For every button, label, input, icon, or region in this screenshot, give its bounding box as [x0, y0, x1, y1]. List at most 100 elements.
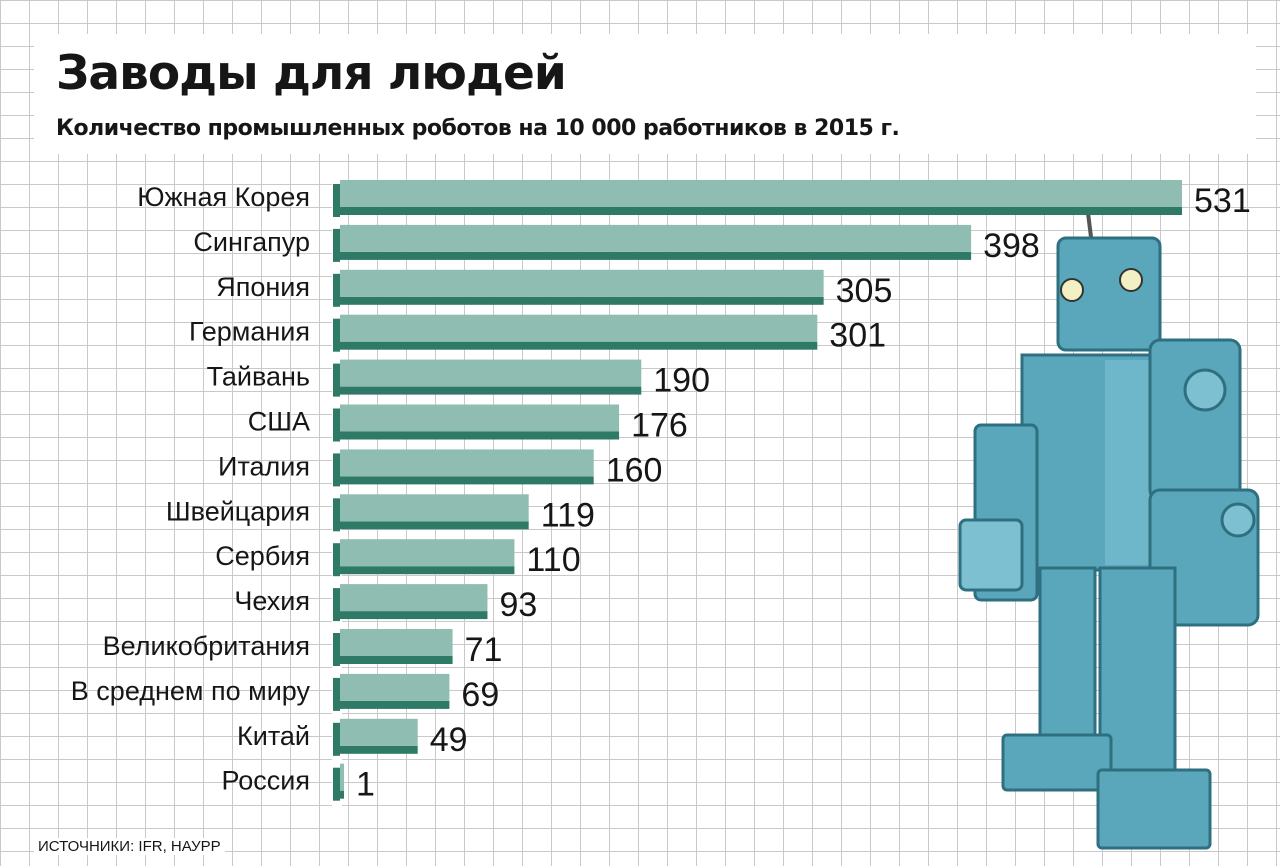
bar-shadow: [340, 251, 972, 260]
robot-head: [1056, 236, 1162, 352]
value-label: 190: [653, 362, 710, 400]
bar: [340, 763, 344, 791]
category-label: Тайвань: [207, 362, 310, 392]
value-label: 160: [606, 451, 663, 489]
bar-side: [333, 633, 340, 666]
bar-shadow: [340, 566, 515, 575]
bar-row: Тайвань 190: [207, 359, 710, 400]
robot-eye-left: [1060, 278, 1084, 302]
category-label: Сингапур: [193, 227, 310, 257]
chart-title: Заводы для людей: [56, 46, 567, 101]
bar: [340, 539, 515, 567]
bar-row: Сербия 110: [215, 539, 581, 579]
bar-side: [333, 453, 340, 487]
value-label: 93: [499, 586, 537, 624]
bar-side: [333, 588, 340, 622]
bar: [340, 314, 818, 342]
bar-side: [333, 273, 340, 307]
category-label: Италия: [218, 451, 310, 481]
bar-row: Италия 160: [218, 449, 662, 489]
category-label: Швейцария: [166, 496, 310, 526]
value-label: 49: [430, 721, 468, 759]
bar: [340, 494, 529, 522]
bar-row: В среднем по миру 69: [71, 673, 499, 714]
bar-shadow: [340, 341, 818, 350]
bar-shadow: [340, 431, 620, 440]
category-label: Великобритания: [103, 631, 310, 661]
bar: [340, 224, 972, 252]
bar: [340, 449, 594, 477]
bar: [340, 673, 450, 701]
value-label: 69: [461, 676, 499, 714]
robot-illustration: [958, 204, 1260, 850]
bar: [340, 404, 620, 432]
bar-row: Россия 1: [221, 763, 375, 804]
bar-shadow: [340, 700, 450, 709]
bar-side: [333, 228, 340, 262]
bar-shadow: [340, 386, 642, 395]
bars-group: Южная Корея 531 Сингапур 398 Япония 305 Герман…: [71, 176, 1251, 816]
robot-right-foot: [1096, 768, 1212, 850]
bar-side: [333, 408, 340, 442]
source-note: ИСТОЧНИКИ: IFR, НАУРР: [34, 838, 225, 855]
bar-row: Сингапур 398: [193, 224, 1040, 265]
bar-row: Чехия 93: [234, 584, 537, 624]
bar-side: [333, 767, 340, 801]
robot-eye-right: [1119, 268, 1143, 292]
category-label: В среднем по миру: [71, 676, 311, 706]
bar-side: [333, 677, 340, 711]
robot-shoulder-joint: [1183, 368, 1227, 412]
bar-row: Япония 305: [216, 269, 893, 310]
category-label: Чехия: [234, 586, 310, 616]
bar: [340, 629, 453, 656]
bar-side: [333, 722, 340, 756]
chart-subtitle: Количество промышленных роботов на 10 00…: [56, 116, 900, 141]
value-label: 71: [465, 631, 503, 669]
value-label: 398: [983, 227, 1040, 265]
bar-shadow: [340, 745, 418, 754]
value-label: 119: [541, 496, 595, 534]
bar: [340, 584, 488, 612]
bar-shadow: [340, 207, 1182, 215]
bar-shadow: [340, 521, 529, 530]
bar: [340, 180, 1182, 207]
robot-torso-side: [1105, 360, 1153, 565]
robot-right-arm: [1148, 338, 1242, 502]
bar: [340, 718, 418, 746]
value-label: 305: [836, 272, 893, 310]
bar-row: Китай 49: [237, 718, 468, 759]
robot-left-foot: [1001, 733, 1113, 792]
bar-row: США 176: [248, 404, 688, 445]
value-label: 110: [526, 541, 580, 579]
robot-elbow-joint: [1220, 502, 1256, 538]
bar-shadow: [340, 296, 824, 305]
bar-side: [333, 184, 340, 217]
bar-shadow: [340, 656, 453, 664]
value-label: 301: [829, 317, 886, 355]
bar-side: [333, 363, 340, 397]
bar: [340, 269, 824, 297]
robot-left-hand: [958, 518, 1024, 592]
value-label: 1: [356, 766, 375, 804]
bar-side: [333, 543, 340, 577]
bar-shadow: [340, 476, 594, 485]
robot-left-leg: [1038, 566, 1097, 745]
category-label: Южная Корея: [137, 182, 310, 212]
value-label: 531: [1194, 182, 1251, 220]
category-label: Япония: [216, 272, 310, 302]
chart-header: Заводы для людей Количество промышленных…: [34, 34, 1256, 154]
category-label: Сербия: [215, 541, 310, 571]
bar-row: Великобритания 71: [103, 629, 503, 669]
bar-shadow: [340, 790, 344, 799]
axis-strip: [332, 176, 342, 816]
bar-side: [333, 318, 340, 352]
category-label: Германия: [189, 317, 310, 347]
bar-row: Южная Корея 531: [137, 180, 1251, 220]
category-label: Китай: [237, 721, 310, 751]
bar-side: [333, 498, 340, 532]
bar-shadow: [340, 611, 488, 620]
bar-row: Швейцария 119: [166, 494, 595, 534]
bar: [340, 359, 642, 387]
value-label: 176: [631, 407, 688, 445]
